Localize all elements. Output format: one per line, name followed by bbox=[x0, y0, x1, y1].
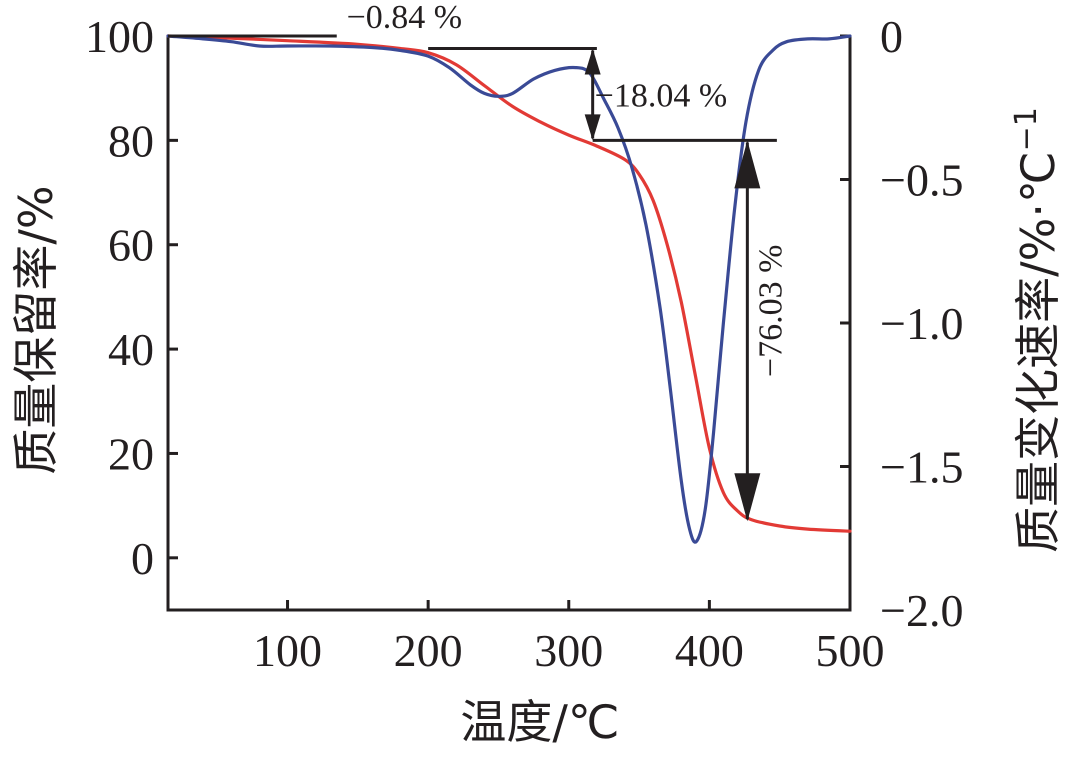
y-tick-label-right: −1.5 bbox=[880, 442, 963, 493]
y-tick-label-left: 80 bbox=[108, 115, 154, 166]
y-axis-title-right: 质量变化速率/%·℃−1 bbox=[1009, 107, 1065, 553]
arrow-head-down-3 bbox=[734, 473, 761, 522]
annotation-label-3: −76.03 % bbox=[752, 245, 789, 378]
x-tick-label: 400 bbox=[675, 625, 744, 676]
annotation-label-1: −0.84 % bbox=[347, 0, 463, 36]
arrow-head-down-2 bbox=[584, 114, 601, 141]
y-tick-label-right: −1.0 bbox=[880, 298, 963, 349]
axes: 100 200 300 400 500 0 20 40 60 80 100 −2.0 −1.5 −1.0 −… bbox=[85, 11, 963, 676]
annotation-label-2: −18.04 % bbox=[595, 78, 728, 115]
arrow-head-up-2 bbox=[584, 48, 601, 75]
y-axis-title-right-superscript: −1 bbox=[1009, 107, 1044, 151]
x-tick-label: 300 bbox=[534, 625, 603, 676]
series-group bbox=[166, 34, 852, 544]
x-tick-label: 200 bbox=[394, 625, 463, 676]
y-tick-label-right: −2.0 bbox=[880, 585, 963, 636]
y-axis-title-left: 质量保留率/% bbox=[9, 185, 63, 474]
y-tick-label-right: −0.5 bbox=[880, 155, 963, 206]
axis-titles: 温度/℃ 质量保留率/% 质量变化速率/%·℃−1 bbox=[9, 107, 1065, 749]
arrow-head-up-3 bbox=[734, 140, 761, 189]
y-tick-label-left: 100 bbox=[85, 11, 154, 62]
y-tick-label-right: 0 bbox=[880, 11, 903, 62]
tg-curve-line bbox=[166, 34, 852, 533]
y-tick-label-left: 20 bbox=[108, 428, 154, 479]
y-tick-label-left: 60 bbox=[108, 220, 154, 271]
y-axis-title-right-main: 质量变化速率/%·℃ bbox=[1011, 151, 1065, 553]
x-tick-label: 500 bbox=[816, 625, 885, 676]
x-tick-label: 100 bbox=[253, 625, 322, 676]
x-axis-title: 温度/℃ bbox=[460, 695, 619, 749]
annotations: −0.84 % −18.04 % −76.03 % bbox=[168, 0, 789, 522]
y-tick-label-left: 0 bbox=[131, 533, 154, 584]
dtg-curve-line bbox=[166, 34, 852, 544]
y-tick-label-left: 40 bbox=[108, 324, 154, 375]
